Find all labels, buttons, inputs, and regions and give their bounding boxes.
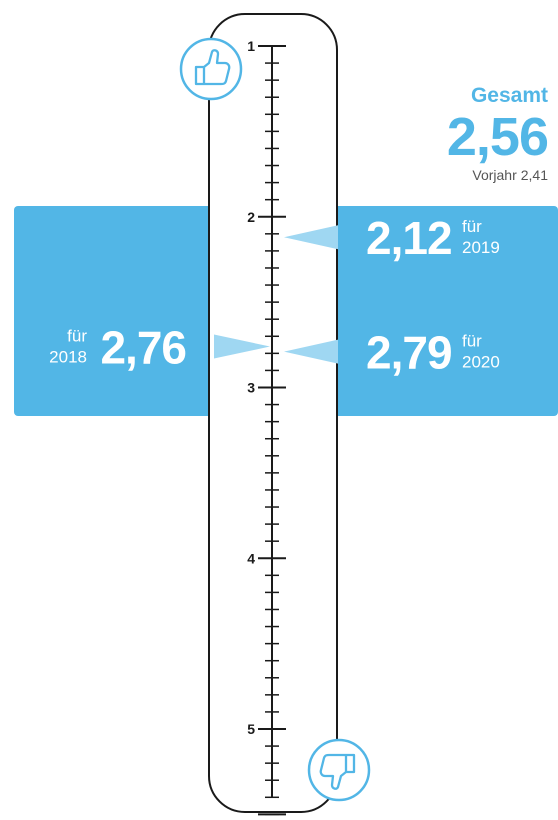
scale-ticks: 1 2 3 4 5 [247,38,286,816]
total-value: 2,56 [446,107,549,167]
tick-label: 4 [247,550,255,566]
grade-year-2019: 2019 [462,238,500,257]
value-labels: 2,76 für 2018 2,12 für 2019 2,79 für 2020 [49,212,500,378]
previous-year-label: Vorjahr [472,167,517,183]
total-title: Gesamt [470,84,548,107]
grade-for-label-2020: für [462,332,482,351]
tick-label: 1 [247,38,255,54]
thumbs-up-icon [179,37,243,101]
pointer-2020 [284,339,338,364]
value-pointers [214,225,338,364]
pointer-2019 [284,225,338,250]
grade-for-label-2019: für [462,217,482,236]
total-summary: Gesamt 2,56 Vorjahr 2,41 [446,84,549,184]
right-panel [330,206,558,416]
grade-value-2018: 2,76 [100,322,186,374]
grade-for-label-2018: für [67,327,87,346]
left-panel [14,206,214,416]
thumbs-down-icon [307,738,371,802]
grade-year-2020: 2020 [462,353,500,372]
tick-label: 3 [247,380,255,396]
pointer-2018 [214,334,270,359]
grade-year-2018: 2018 [49,348,87,367]
grade-value-2019: 2,12 [366,212,452,264]
tick-label: 5 [247,721,255,737]
tick-label: 2 [247,209,255,225]
previous-year: Vorjahr 2,41 [447,166,548,184]
previous-year-value: 2,41 [520,167,548,183]
grade-value-2020: 2,79 [366,327,452,379]
